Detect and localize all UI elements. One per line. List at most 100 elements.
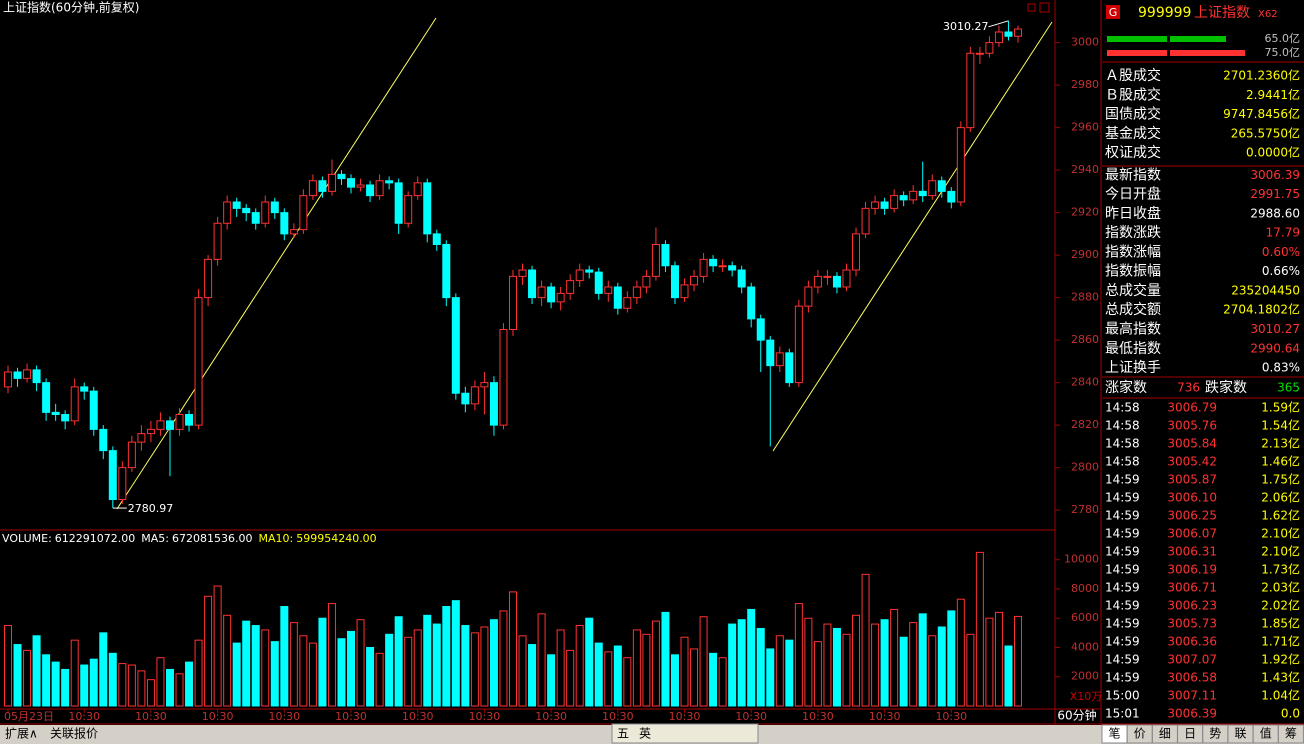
candle-body — [404, 195, 413, 224]
tick-time: 14:59 — [1105, 509, 1140, 523]
row-label: 最高指数 — [1105, 321, 1161, 338]
volume-bar — [899, 636, 908, 707]
tick-price: 3006.58 — [1167, 671, 1217, 685]
row-value: 17.79 — [1266, 226, 1300, 240]
candle-body — [642, 275, 651, 288]
volume-bar — [699, 616, 708, 707]
flow-bar — [1170, 36, 1226, 42]
volume-bar — [299, 635, 308, 707]
y-tick-label: 2940 — [1071, 163, 1099, 176]
tab[interactable]: 价 — [1134, 727, 1146, 741]
candle-body — [13, 371, 22, 379]
tick-amount: 1.04亿 — [1261, 688, 1300, 703]
tick-amount: 1.85亿 — [1261, 616, 1300, 631]
candle-body — [385, 180, 394, 184]
x-tick-label: 10:30 — [68, 710, 100, 723]
indicator-label: VOLUME: — [2, 532, 52, 545]
volume-bar — [261, 629, 270, 707]
ime-lang[interactable]: 英 — [639, 727, 651, 741]
volume-bar — [623, 657, 632, 707]
x-tick-label: 10:30 — [402, 710, 434, 723]
candle-body — [718, 265, 727, 268]
volume-bar — [651, 620, 660, 707]
volume-bar — [70, 639, 79, 707]
candle-body — [470, 386, 479, 405]
period-label[interactable]: 60分钟 — [1057, 708, 1096, 723]
candle-body — [804, 286, 813, 307]
candle-body — [661, 244, 670, 267]
tab-box[interactable] — [1277, 724, 1304, 744]
row-value: 2991.75 — [1250, 187, 1300, 201]
high-pointer — [988, 20, 1009, 28]
volume-bar — [509, 591, 517, 707]
indicator-value: 599954240.00 — [296, 532, 376, 545]
tick-time: 15:01 — [1105, 707, 1140, 721]
tick-time: 14:58 — [1105, 455, 1140, 469]
tick-time: 14:58 — [1105, 437, 1140, 451]
volume-bar — [852, 614, 861, 707]
volume-bar — [185, 661, 194, 707]
high-annotation: 3010.27 — [943, 20, 989, 33]
volume-bar — [785, 639, 794, 707]
ime-mode[interactable]: 五 — [617, 727, 629, 741]
candle-body — [1014, 28, 1022, 37]
tab[interactable]: 笔 — [1108, 726, 1120, 741]
volume-bar — [718, 657, 727, 707]
volume-bar — [165, 668, 174, 707]
candle-body — [928, 180, 937, 197]
y-tick-label: 2860 — [1071, 333, 1099, 346]
candle-body — [242, 207, 251, 214]
volume-bar — [270, 641, 279, 707]
tab[interactable]: 细 — [1159, 727, 1171, 741]
x-tick-label: 10:30 — [669, 710, 701, 723]
candle-body — [985, 42, 994, 54]
candle-body — [794, 305, 803, 384]
tick-price: 3006.39 — [1167, 707, 1217, 721]
tab[interactable]: 值 — [1260, 726, 1272, 741]
x-tick-label: 10:30 — [535, 710, 567, 723]
row-value: 235204450 — [1231, 283, 1300, 297]
y-tick-label: 4000 — [1071, 640, 1099, 653]
tab[interactable]: 日 — [1184, 727, 1196, 741]
tick-time: 14:59 — [1105, 653, 1140, 667]
volume-bar — [918, 613, 927, 707]
tick-price: 3007.11 — [1167, 689, 1217, 703]
tab[interactable]: 势 — [1209, 727, 1221, 741]
candle-body — [432, 233, 441, 245]
row-label: 指数振幅 — [1105, 264, 1161, 280]
volume-bar — [594, 642, 603, 707]
tab[interactable]: 联 — [1234, 727, 1246, 741]
candle-body — [32, 369, 41, 384]
name: 上证指数 — [1194, 5, 1250, 21]
volume-bar — [356, 619, 365, 707]
volume-bar — [632, 629, 641, 707]
flow-label: 65.0亿 — [1265, 32, 1301, 45]
tab[interactable]: 筹 — [1285, 727, 1297, 741]
tick-amount: 1.71亿 — [1261, 634, 1300, 649]
related-quote-button[interactable]: 关联报价 — [50, 726, 98, 741]
tick-price: 3005.76 — [1167, 419, 1217, 433]
candle-body — [356, 184, 365, 188]
volume-bar — [661, 611, 670, 707]
row-label: 最低指数 — [1105, 341, 1161, 357]
candle-body — [1004, 31, 1013, 37]
volume-unit: X10万 — [1070, 690, 1103, 703]
candle-body — [499, 329, 508, 426]
row-value: 0.60% — [1262, 245, 1300, 259]
volume-bar — [432, 623, 441, 707]
row-label: 上证换手 — [1105, 359, 1161, 376]
volume-bar — [1004, 645, 1013, 707]
candle-body — [594, 271, 603, 294]
candle-body — [566, 280, 575, 294]
expand-button[interactable]: 扩展∧ — [5, 727, 38, 741]
row-value: 0.0000亿 — [1246, 145, 1300, 160]
candle-body — [165, 420, 174, 430]
volume-bar — [289, 622, 298, 707]
candle-body — [232, 201, 241, 209]
candle-body — [127, 441, 136, 469]
candle-body — [690, 275, 699, 286]
candle-body — [423, 182, 432, 235]
volume-bar — [832, 627, 841, 707]
tick-price: 3005.42 — [1167, 455, 1217, 469]
candle-body — [518, 269, 527, 277]
